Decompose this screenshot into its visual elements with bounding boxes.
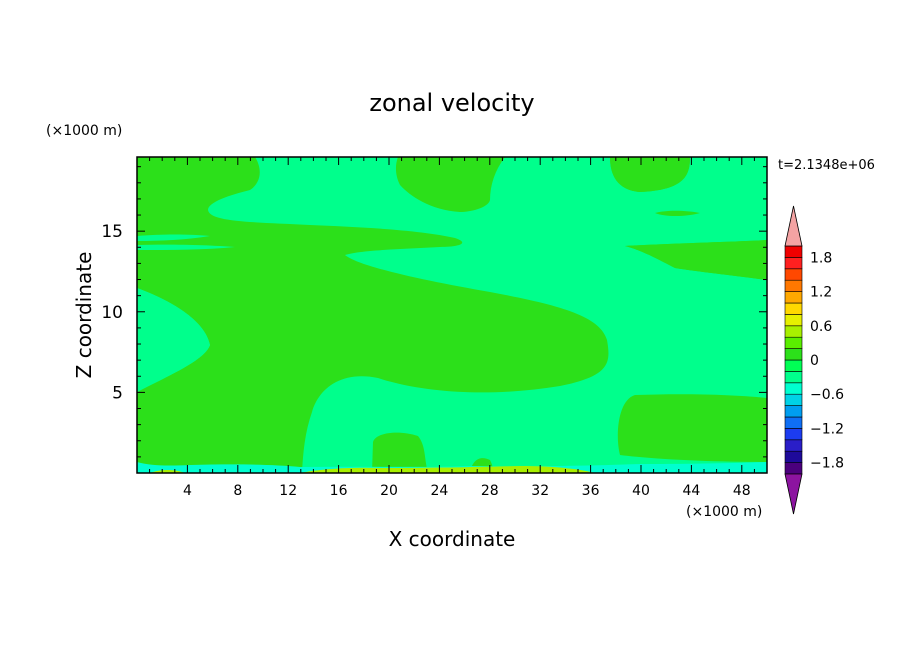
y-tick-label: 5 [112,383,123,403]
x-tick-label: 16 [330,483,348,499]
colorbar-swatch [784,336,803,349]
colorbar-tick-label: 0 [810,353,819,369]
x-tick-label: 8 [233,483,242,499]
colorbar-tick-label: −0.6 [810,387,844,403]
colorbar-swatch [784,462,803,475]
colorbar-tick-label: 0.6 [810,319,832,335]
colorbar-swatch [784,348,803,361]
colorbar-tick-label: −1.8 [810,456,844,472]
colorbar-over-arrow [784,205,803,247]
colorbar-swatch [784,405,803,418]
x-tick-label: 20 [380,483,398,499]
colorbar-under-arrow [784,473,803,515]
colorbar-swatch [784,268,803,281]
colorbar-swatch [784,382,803,395]
y-axis-ticks: 5 10 15 [101,166,767,458]
colorbar-swatch [784,393,803,406]
contour-left-strip [137,234,210,241]
contour-left-lobe [137,288,210,392]
contour-bottom-yellow-strip [300,466,595,473]
colorbar-swatch [784,279,803,292]
colorbar-swatch [784,450,803,463]
colorbar-swatch [784,359,803,372]
x-axis-ticks: 4 8 12 16 20 24 28 32 36 40 44 48 [149,157,755,499]
x-tick-label: 40 [632,483,650,499]
contour-upper-band [137,157,767,473]
chart-title: zonal velocity [369,89,534,117]
colorbar-swatch [784,325,803,338]
colorbar: 1.8 1.2 0.6 0 −0.6 −1.2 −1.8 [784,205,844,515]
x-tick-label: 4 [183,483,192,499]
contour-right-sliver [655,210,700,216]
colorbar-tick-label: −1.2 [810,421,844,437]
x-axis-unit: (×1000 m) [686,504,762,520]
y-tick-label: 10 [101,303,123,323]
time-label: t=2.1348e+06 [778,158,875,173]
colorbar-swatch [784,291,803,304]
x-tick-label: 32 [531,483,549,499]
colorbar-tick-label: 1.8 [810,250,832,266]
contour-top-right-patch [610,157,690,192]
colorbar-swatch [784,416,803,429]
plot-area [137,157,767,473]
x-tick-label: 48 [733,483,751,499]
x-tick-label: 28 [481,483,499,499]
x-axis-label: X coordinate [389,527,516,551]
colorbar-swatch [784,371,803,384]
x-tick-label: 36 [582,483,600,499]
contour-left-strip-2 [137,244,235,250]
contour-bottom-middle-bump [372,432,428,473]
y-tick-label: 15 [101,222,123,242]
x-tick-label: 12 [279,483,297,499]
x-tick-label: 24 [430,483,448,499]
colorbar-tick-label: 1.2 [810,285,832,301]
colorbar-swatch [784,439,803,452]
colorbar-swatch [784,257,803,270]
colorbar-swatch [784,428,803,441]
colorbar-swatch [784,314,803,327]
y-axis-unit: (×1000 m) [46,123,122,139]
x-tick-label: 44 [682,483,700,499]
colorbar-swatch [784,302,803,315]
contour-right-tongue [625,240,767,280]
colorbar-swatch [784,245,803,258]
y-axis-label: Z coordinate [72,252,96,379]
